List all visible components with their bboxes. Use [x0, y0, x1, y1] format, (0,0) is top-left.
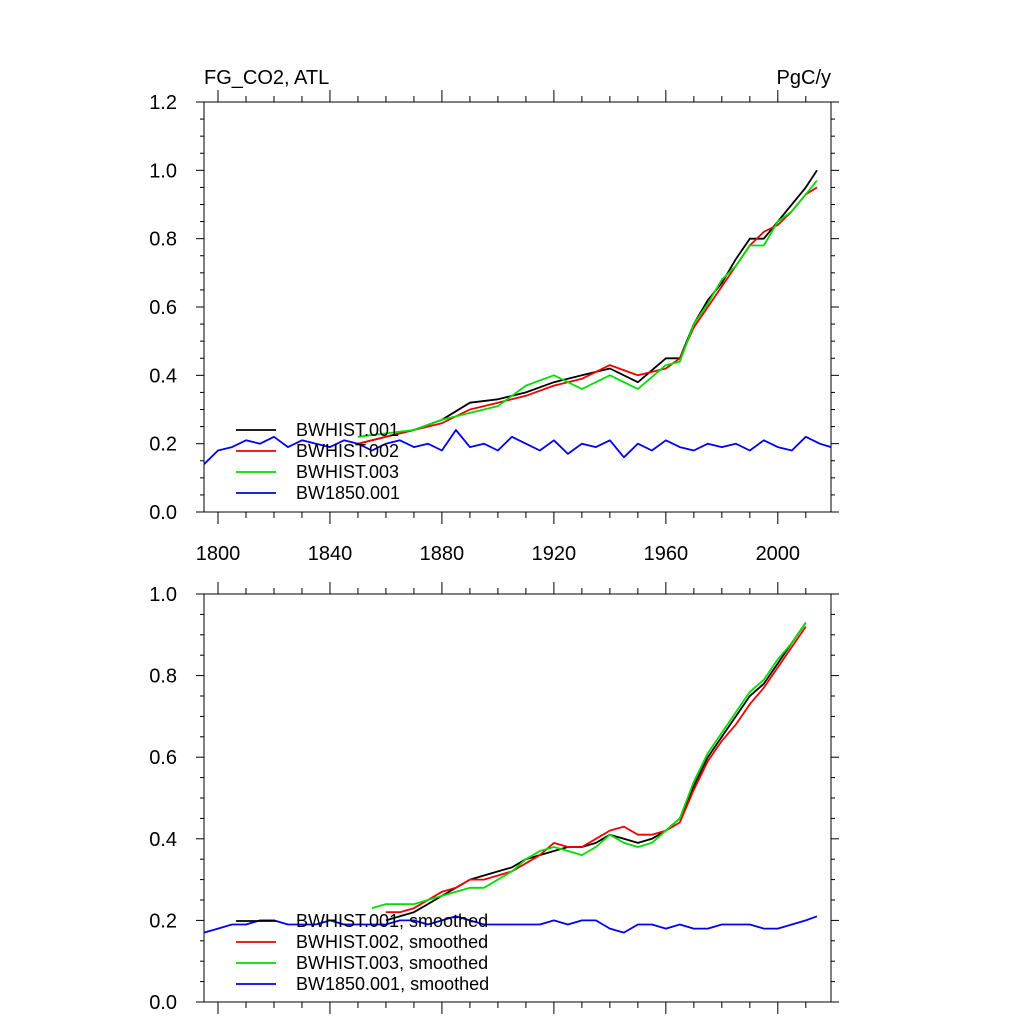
chart-panel-1: 0.0 0.2 0.4 0.6 0.8 1.0 1.2 1800 1840 1880 1920 196…: [149, 67, 839, 565]
y-tick-label: 0.2: [149, 910, 177, 932]
series-line-1: [385, 622, 807, 922]
y-tick-label: 0.8: [149, 229, 177, 251]
series-line-2: [385, 626, 807, 914]
legend-label: BWHIST.003: [296, 462, 399, 482]
legend-label: BWHIST.002, smoothed: [296, 932, 488, 952]
x-tick-label: 1880: [420, 543, 465, 565]
series-line-4: [203, 429, 832, 465]
legend-label: BWHIST.002: [296, 441, 399, 461]
x-tick-label: 1920: [532, 543, 577, 565]
legend-label: BWHIST.001: [296, 420, 399, 440]
series-line-2: [357, 186, 818, 445]
series-line-4: [203, 915, 818, 934]
y-tick-label: 0.0: [149, 502, 177, 524]
y-tick-label: 1.0: [149, 584, 177, 606]
legend-label: BW1850.001, smoothed: [296, 974, 489, 994]
series-line-3: [371, 622, 807, 910]
x-tick-label: 2000: [756, 543, 801, 565]
y-tick-label: 0.4: [149, 829, 177, 851]
legend-label: BWHIST.003, smoothed: [296, 953, 488, 973]
legend-label: BW1850.001: [296, 483, 400, 503]
y-tick-label: 0.0: [149, 992, 177, 1014]
series-line-1: [357, 169, 818, 445]
y-tick-label: 0.2: [149, 434, 177, 456]
y-tick-label: 0.6: [149, 747, 177, 769]
y-tick-label: 0.6: [149, 297, 177, 319]
series-line-3: [357, 180, 818, 438]
y-tick-label: 0.8: [149, 666, 177, 688]
chart-units: PgC/y: [777, 67, 831, 89]
y-tick-label: 1.2: [149, 92, 177, 114]
y-tick-label: 0.4: [149, 365, 177, 387]
x-tick-label: 1800: [196, 543, 241, 565]
x-tick-label: 1840: [308, 543, 353, 565]
legend-label: BWHIST.001, smoothed: [296, 911, 488, 931]
x-tick-label: 1960: [644, 543, 689, 565]
chart-title: FG_CO2, ATL: [204, 67, 329, 89]
y-tick-label: 1.0: [149, 160, 177, 182]
